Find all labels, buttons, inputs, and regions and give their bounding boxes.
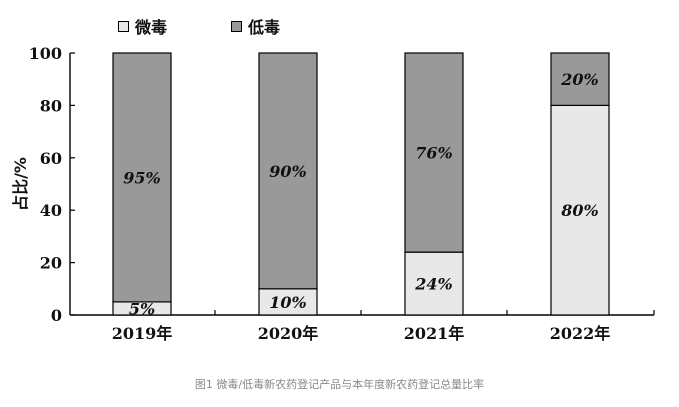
y-tick-label: 100	[29, 44, 62, 63]
bar-value-label: 5%	[129, 299, 155, 318]
legend: 微毒 低毒	[118, 14, 344, 38]
x-tick-labels: 2019年 2020年 2021年 2022年	[112, 324, 611, 343]
y-tick-label: 40	[40, 201, 62, 220]
legend-item-micro-toxic: 微毒	[118, 14, 167, 38]
bar-value-label: 20%	[560, 70, 598, 89]
bar-value-label: 24%	[414, 275, 452, 294]
x-tick-label: 2021年	[404, 324, 465, 343]
x-tick-label: 2019年	[112, 324, 173, 343]
bar-value-label: 80%	[560, 201, 598, 220]
y-tick-label: 0	[51, 306, 62, 325]
bar-value-label: 76%	[415, 144, 452, 163]
y-tick-labels: 0 20 40 60 80 100	[29, 44, 62, 325]
bar-segment-micro-toxic	[404, 251, 464, 316]
figure-caption: 图1 微毒/低毒新农药登记产品与本年度新农药登记总量比率	[194, 378, 485, 391]
legend-swatch-micro-toxic	[118, 20, 129, 32]
legend-swatch-low-toxic	[231, 20, 243, 32]
bar-segment-micro-toxic	[550, 104, 610, 316]
bar-segment-low-toxic	[404, 52, 464, 253]
x-tick-label: 2022年	[550, 324, 611, 343]
legend-item-low-toxic: 低毒	[231, 14, 280, 38]
bar-labels: 5% 95% 10% 90% 24% 76% 80% 20%	[123, 70, 598, 318]
y-tick-label: 60	[40, 149, 62, 168]
bar-segment-low-toxic	[258, 52, 318, 290]
legend-label-micro-toxic: 微毒	[135, 18, 168, 37]
y-tick-label: 20	[40, 254, 62, 273]
y-axis-label: 占比/%	[11, 157, 30, 211]
bar-value-label: 90%	[269, 162, 306, 181]
bars	[112, 52, 610, 316]
bar-segment-low-toxic	[112, 52, 172, 303]
y-tick-label: 80	[40, 96, 62, 115]
legend-label-low-toxic: 低毒	[248, 18, 281, 37]
bar-segment-low-toxic	[550, 52, 610, 107]
x-tick-label: 2020年	[258, 324, 319, 343]
bar-value-label: 95%	[123, 168, 160, 187]
bar-value-label: 10%	[269, 293, 306, 312]
